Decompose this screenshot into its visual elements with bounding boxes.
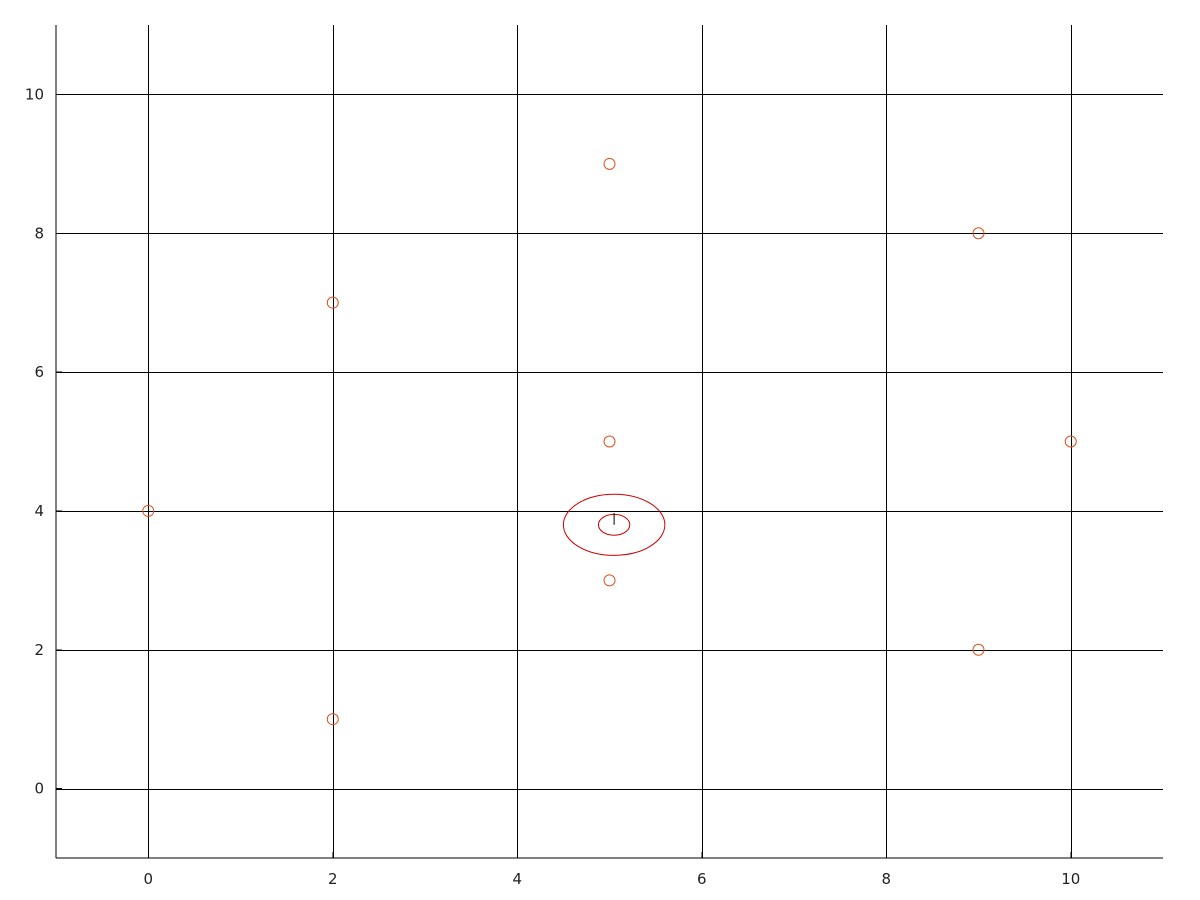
data-point — [603, 435, 616, 448]
data-point — [326, 713, 339, 726]
annotations — [562, 493, 666, 556]
y-tick-label: 8 — [34, 224, 44, 242]
x-tick-label: 2 — [328, 870, 338, 888]
data-point — [603, 574, 616, 587]
y-tick-label: 0 — [34, 780, 44, 798]
data-point — [972, 227, 985, 240]
y-tick-label: 4 — [34, 502, 44, 520]
data-point — [142, 504, 155, 517]
y-tick-label: 10 — [25, 85, 44, 103]
grid-lines — [56, 25, 1163, 858]
outer-ellipse — [562, 493, 666, 556]
y-tick-label: 6 — [34, 363, 44, 381]
x-tick-label: 0 — [143, 870, 153, 888]
tick-labels: 0 2 4 6 8 10 0 2 4 6 8 10 — [25, 85, 1080, 888]
data-point — [326, 296, 339, 309]
x-tick-label: 6 — [697, 870, 707, 888]
data-point — [972, 643, 985, 656]
y-tick-label: 2 — [34, 641, 44, 659]
data-points — [142, 157, 1077, 726]
x-tick-label: 8 — [881, 870, 891, 888]
data-point — [1064, 435, 1077, 448]
x-tick-label: 10 — [1061, 870, 1080, 888]
data-point — [603, 157, 616, 170]
axes-frame — [55, 25, 1163, 859]
x-tick-label: 4 — [512, 870, 522, 888]
